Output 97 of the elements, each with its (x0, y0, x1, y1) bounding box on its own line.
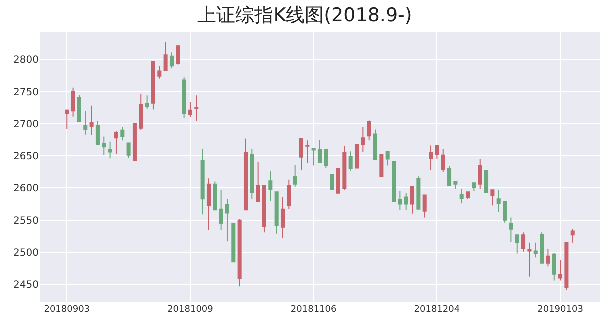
candlestick (478, 158, 482, 190)
candlestick (219, 190, 224, 230)
candlestick (139, 94, 144, 131)
candlestick (534, 242, 538, 258)
candlestick (170, 52, 174, 70)
candlestick (441, 148, 446, 173)
x-tick-label: 20190103 (538, 305, 584, 315)
candlestick (466, 192, 470, 200)
candlestick (416, 176, 421, 210)
candlestick (126, 142, 131, 158)
candlestick (348, 151, 353, 172)
candlestick (188, 102, 192, 118)
candlestick (206, 178, 211, 230)
candlestick (225, 198, 230, 242)
candlestick (250, 148, 254, 200)
candlestick (546, 248, 550, 268)
candlestick (132, 123, 137, 162)
candlestick (164, 42, 168, 72)
candlestick (454, 181, 458, 190)
y-tick-label: 2500 (14, 248, 39, 259)
candlestick (503, 201, 508, 224)
candlestick (484, 170, 489, 194)
candlestick (299, 138, 304, 171)
candlestick (84, 110, 88, 136)
candlestick (472, 182, 476, 192)
candlestick (200, 148, 205, 216)
y-tick-label: 2600 (14, 184, 39, 195)
candlestick (158, 66, 162, 80)
candlestick (293, 164, 298, 188)
x-tick-label: 20181009 (168, 305, 214, 315)
y-tick-label: 2700 (14, 119, 39, 130)
chart-title: 上证综指K线图(2018.9-) (198, 4, 412, 26)
candlestick (318, 140, 322, 163)
candlestick (380, 154, 384, 178)
candlestick (96, 120, 100, 145)
candlestick (151, 61, 156, 110)
candlestick (176, 45, 180, 66)
x-tick-label: 20181204 (414, 305, 460, 315)
candlestick (182, 77, 186, 119)
candlestick (90, 105, 94, 136)
candlestick (570, 228, 575, 244)
candlestick (540, 232, 544, 264)
y-tick-label: 2800 (14, 55, 39, 66)
candlestick (232, 223, 236, 263)
y-tick-label: 2750 (14, 87, 39, 98)
candlestick (108, 141, 112, 160)
candlestick (268, 171, 273, 202)
candlestick (114, 130, 118, 155)
candlestick (336, 168, 341, 194)
candlestick (386, 151, 390, 166)
candlestick (374, 129, 378, 160)
candlestick (71, 87, 76, 118)
candlestick (392, 161, 396, 202)
candlestick (552, 252, 556, 282)
candlestick (312, 148, 316, 166)
candlestick (330, 174, 334, 190)
candlestick (367, 120, 372, 142)
candlestick (256, 162, 260, 202)
candlestick (496, 190, 501, 212)
candlestick (528, 242, 532, 278)
candlestick (145, 95, 150, 110)
y-tick-label: 2550 (14, 216, 39, 227)
candlestick (564, 242, 569, 291)
candlestick (410, 186, 415, 214)
candlestick (213, 181, 218, 211)
candlestick (280, 196, 286, 239)
candlestick (522, 232, 526, 252)
candlestick (448, 166, 452, 186)
x-tick-label: 20181106 (290, 305, 338, 315)
candlestick (404, 192, 408, 211)
candlestick (398, 190, 402, 211)
candlestick (429, 145, 434, 171)
y-tick-label: 2450 (14, 280, 39, 292)
y-tick-label: 2650 (14, 152, 39, 163)
candlestick (238, 218, 242, 288)
candlestick (361, 126, 366, 153)
candlestick (460, 189, 464, 204)
candlestick (515, 234, 520, 254)
candlestick (306, 140, 310, 164)
candlestick (120, 126, 125, 142)
candlestick (262, 184, 266, 234)
candlestick (65, 109, 70, 130)
candlestick (354, 144, 360, 169)
x-tick-label: 20180903 (44, 305, 90, 315)
candlestick (324, 148, 328, 169)
candlestick (422, 194, 427, 218)
candlestick (244, 138, 248, 211)
candlestick (102, 136, 106, 156)
candlestick (435, 145, 440, 160)
candlestick (194, 95, 199, 122)
candlestick (558, 260, 563, 282)
candlestick (77, 94, 82, 122)
candlestick (509, 217, 514, 243)
candlestick (342, 146, 347, 191)
candlestick (287, 179, 292, 210)
candlestick (274, 192, 279, 234)
candlestick (490, 190, 495, 206)
